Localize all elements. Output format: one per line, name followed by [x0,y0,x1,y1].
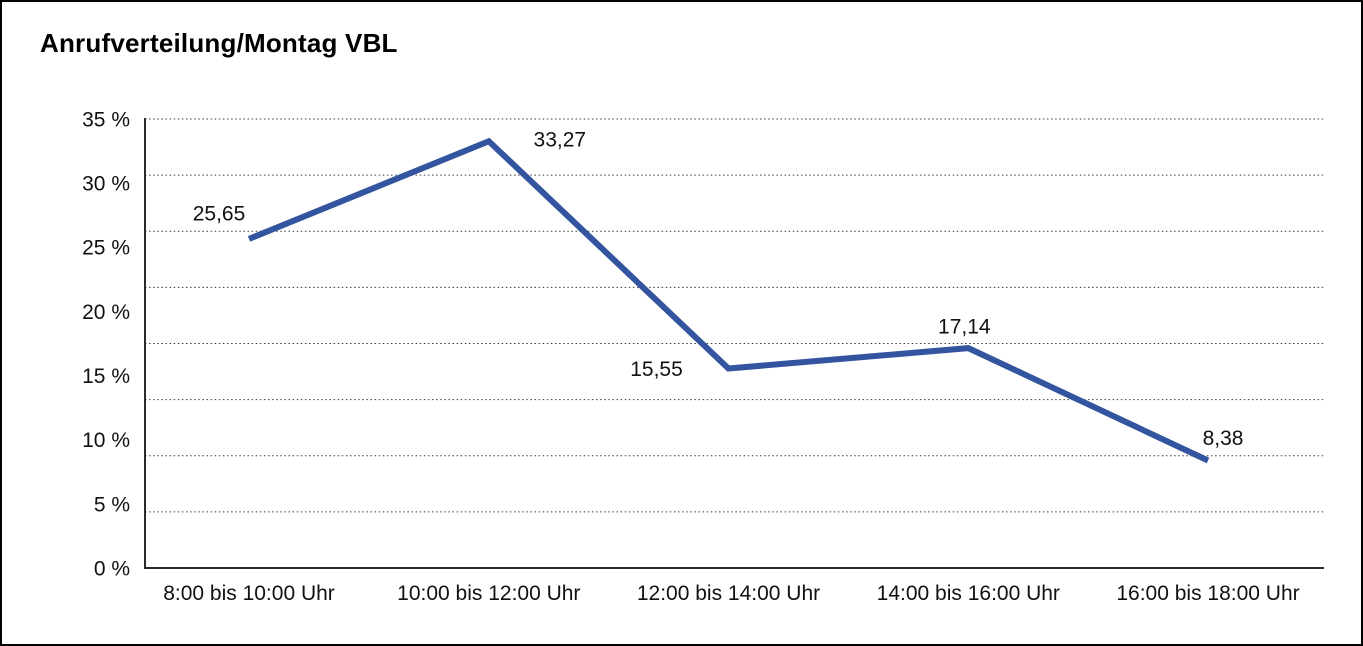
series-line [247,137,1210,464]
data-point-label: 17,14 [938,315,991,338]
data-point-label: 25,65 [193,202,246,225]
x-axis-tick-label: 16:00 bis 18:00 Uhr [1116,582,1299,605]
y-axis-tick-label: 25 % [82,237,130,260]
y-axis-tick-label: 20 % [82,301,130,324]
y-axis-tick-label: 30 % [82,172,130,195]
y-axis-tick-label: 35 % [82,108,130,131]
chart-title: Anrufverteilung/Montag VBL [40,28,398,58]
data-point-label: 8,38 [1203,427,1244,450]
data-point-label: 33,27 [534,129,587,152]
x-axis-tick-label: 14:00 bis 16:00 Uhr [877,582,1060,605]
x-axis-tick-label: 10:00 bis 12:00 Uhr [397,582,580,605]
y-axis-tick-label: 0 % [94,557,130,580]
x-axis-tick-label: 8:00 bis 10:00 Uhr [163,582,335,605]
y-axis-tick-label: 5 % [94,493,130,516]
x-axis-tick-label: 12:00 bis 14:00 Uhr [637,582,820,605]
y-axis-tick-label: 10 % [82,429,130,452]
data-point-label: 15,55 [630,358,683,381]
y-axis-tick-label: 15 % [82,365,130,388]
